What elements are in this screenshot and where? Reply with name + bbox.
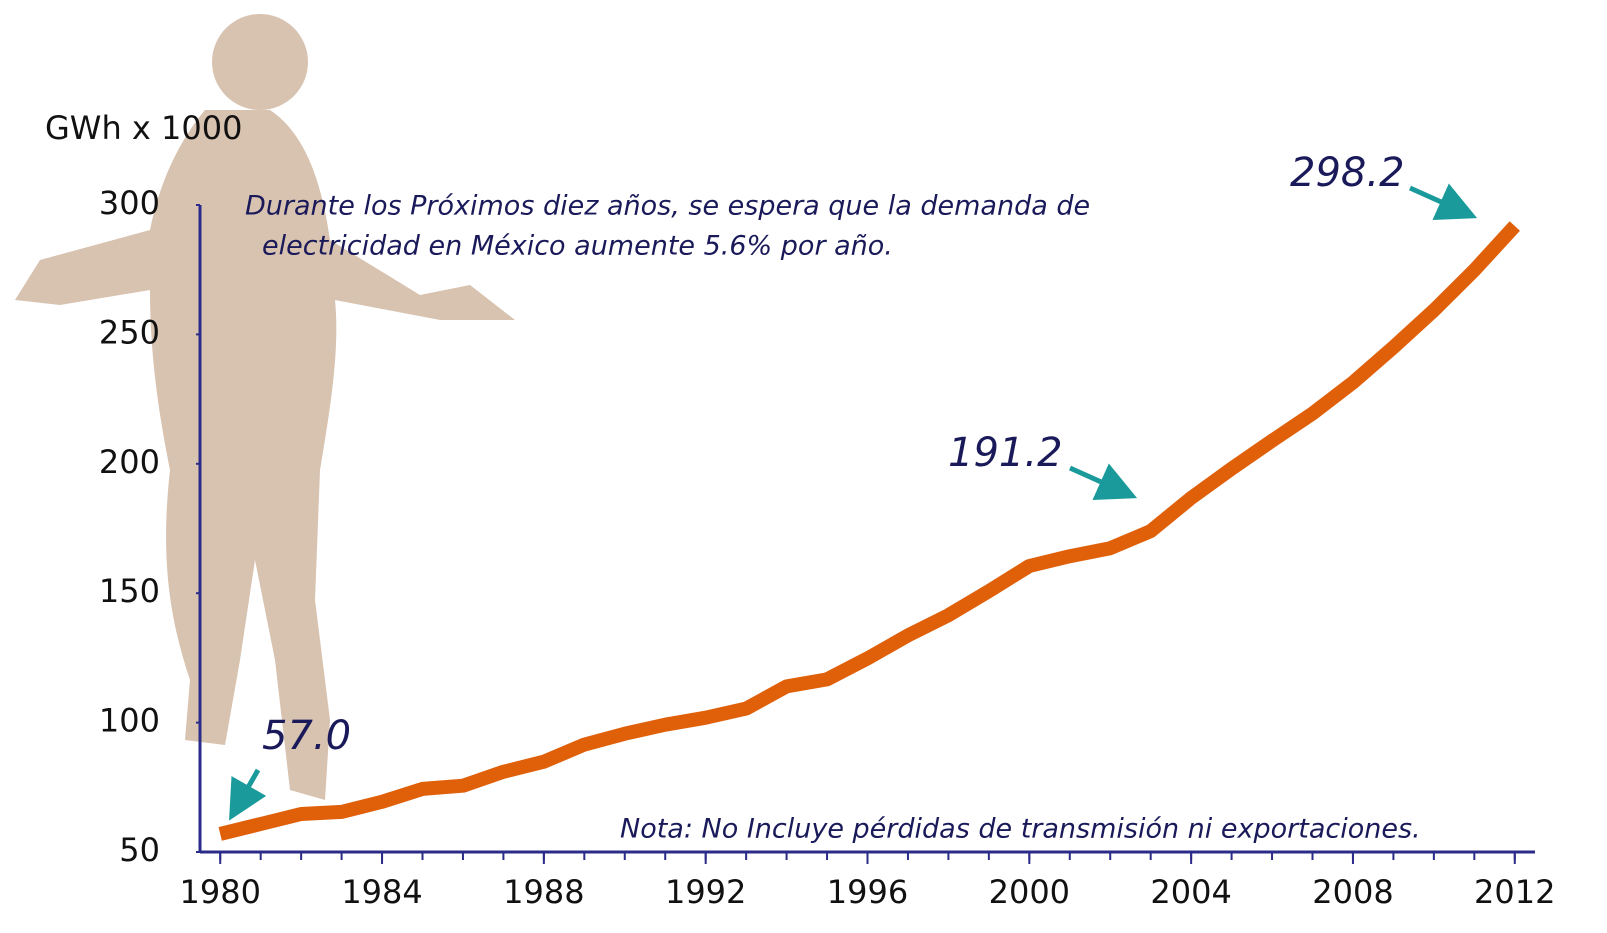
x-tick-label: 1992 — [665, 873, 746, 911]
arrows — [229, 183, 1478, 821]
silhouette — [15, 14, 515, 800]
y-tick-label: 100 — [99, 702, 160, 740]
x-tick-label: 1988 — [503, 873, 584, 911]
plot — [218, 221, 1520, 841]
x-tick-label: 1984 — [341, 873, 422, 911]
x-tick-label: 2012 — [1474, 873, 1555, 911]
y-tick-label: 300 — [99, 184, 160, 222]
arrow — [229, 768, 267, 821]
callout: 191.2 — [948, 430, 1063, 476]
callout: 57.0 — [262, 713, 351, 759]
x-tick-label: 1980 — [180, 873, 261, 911]
annotation: Durante los Próximos diez años, se esper… — [245, 191, 1090, 222]
y-tick-label: 150 — [99, 572, 160, 610]
y-tick-label: 250 — [99, 313, 160, 351]
y-tick-label: 200 — [99, 443, 160, 481]
note: Nota: No Incluye pérdidas de transmisión… — [620, 814, 1421, 845]
x-tick-label: 2008 — [1312, 873, 1393, 911]
y-axis-label: GWh x 1000 — [45, 109, 242, 147]
arrow — [1408, 183, 1478, 220]
callout: 298.2 — [1290, 150, 1405, 196]
x-tick-label: 2000 — [989, 873, 1070, 911]
y-tick-label: 50 — [119, 831, 160, 869]
arrow — [1068, 463, 1138, 500]
x-tick-label: 1996 — [827, 873, 908, 911]
x-tick-label: 2004 — [1150, 873, 1231, 911]
annotation: electricidad en México aumente 5.6% por … — [262, 231, 893, 262]
data-line — [218, 221, 1520, 841]
